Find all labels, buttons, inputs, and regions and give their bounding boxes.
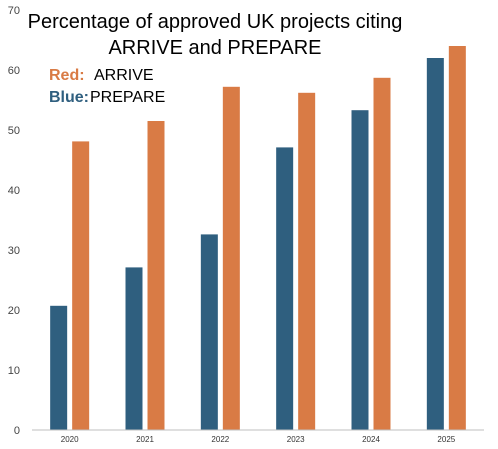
x-tick-label: 2023 — [287, 435, 305, 444]
bar-prepare-2023 — [276, 147, 294, 430]
legend-label-prepare: PREPARE — [90, 89, 165, 106]
y-tick-label: 20 — [8, 305, 20, 317]
legend-label-arrive: ARRIVE — [94, 67, 154, 84]
x-tick-label: 2020 — [61, 435, 79, 444]
bar-arrive-2023 — [298, 92, 316, 431]
bar-prepare-2020 — [50, 305, 68, 430]
y-tick-label: 40 — [8, 185, 20, 197]
legend-key-arrive: Red: — [49, 67, 85, 84]
x-tick-label: 2024 — [362, 435, 380, 444]
x-tick-label: 2022 — [211, 435, 229, 444]
y-tick-label: 60 — [8, 65, 20, 77]
chart-title-line-2: ARRIVE and PREPARE — [108, 37, 321, 59]
y-axis: 0 10 20 30 40 50 60 70 — [8, 5, 20, 437]
bar-arrive-2022 — [222, 86, 240, 431]
x-axis: 2020 2021 2022 2023 2024 2025 — [61, 435, 456, 444]
y-tick-label: 70 — [8, 5, 20, 17]
x-tick-label: 2021 — [136, 435, 154, 444]
bar-prepare-2022 — [200, 234, 218, 430]
y-tick-label: 0 — [14, 425, 20, 437]
chart-title-line-1: Percentage of approved UK projects citin… — [28, 11, 403, 33]
bar-prepare-2024 — [351, 110, 369, 430]
x-tick-label: 2025 — [437, 435, 455, 444]
bar-arrive-2025 — [448, 46, 466, 430]
y-tick-label: 30 — [8, 245, 20, 257]
bar-arrive-2020 — [72, 141, 90, 430]
y-tick-label: 50 — [8, 125, 20, 137]
bar-prepare-2025 — [426, 58, 444, 430]
y-tick-label: 10 — [8, 365, 20, 377]
legend-key-prepare: Blue: — [49, 89, 89, 106]
bar-prepare-2021 — [125, 267, 143, 430]
bar-arrive-2024 — [373, 77, 391, 431]
bar-arrive-2021 — [147, 121, 165, 430]
bars-layer — [50, 46, 466, 431]
